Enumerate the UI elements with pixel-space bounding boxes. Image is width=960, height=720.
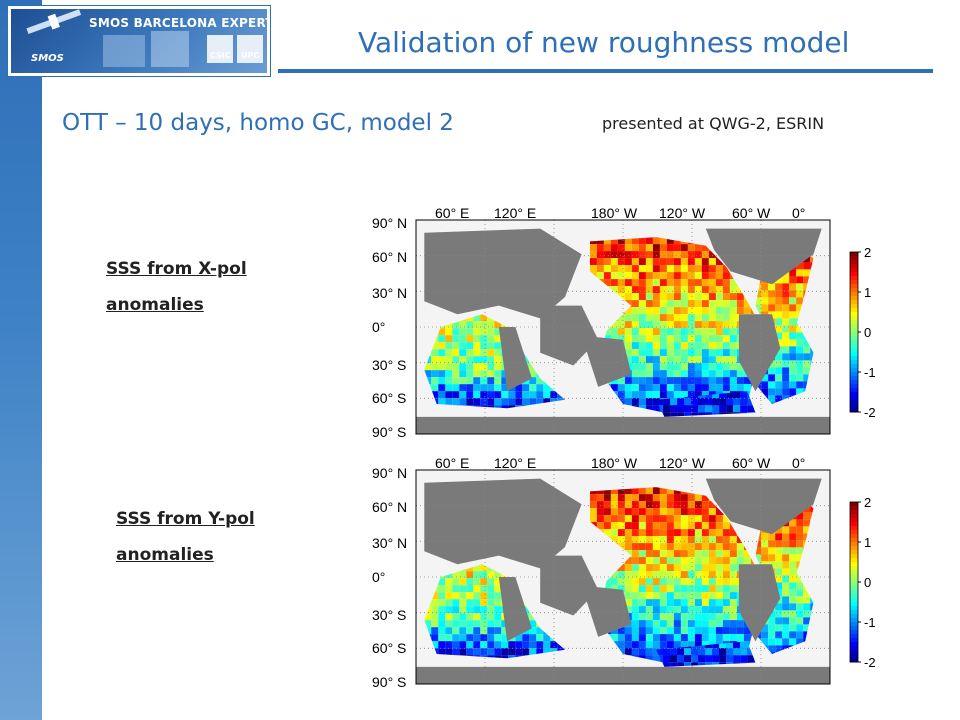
land-mass xyxy=(424,478,582,569)
lat-tick-label: 0° xyxy=(372,319,385,335)
land-mass xyxy=(424,228,582,319)
land-mass xyxy=(738,564,781,642)
lon-tick-label: 60° E xyxy=(435,205,469,221)
land-mass xyxy=(738,314,781,392)
satellite-icon xyxy=(26,9,263,67)
lon-tick-label: 120° W xyxy=(659,455,706,471)
sss-x-pol-anomaly-map: 60° E 120° E 180° W 120° W 60° W 0° 90° N 60° N… xyxy=(372,205,876,440)
colorbar-tick-label: 2 xyxy=(864,495,871,510)
colorbar-tick-label: 1 xyxy=(864,285,871,300)
slide-subtitle: OTT – 10 days, homo GC, model 2 xyxy=(62,110,454,136)
colorbar-tick-label: -2 xyxy=(864,405,876,420)
land-mass xyxy=(581,585,632,637)
colorbar-tick-label: 2 xyxy=(864,245,871,260)
lat-tick-label: 90° N xyxy=(372,465,407,481)
land-mass xyxy=(540,305,599,366)
map-1-label: SSS from X-pol anomalies xyxy=(106,251,247,323)
lon-tick-label: 0° xyxy=(792,205,805,221)
map-2-label: SSS from Y-pol anomalies xyxy=(116,501,255,573)
colorbar-tick-label: 0 xyxy=(864,325,871,340)
land-mass xyxy=(416,416,830,434)
map-1-label-line2: anomalies xyxy=(106,295,204,315)
title-underline xyxy=(278,69,933,73)
land-mass xyxy=(581,335,632,387)
map-frame xyxy=(415,469,831,685)
lat-tick-label: 30° N xyxy=(372,535,407,551)
lat-tick-label: 90° N xyxy=(372,215,407,231)
map-2-label-line2: anomalies xyxy=(116,545,214,565)
colorbar-tick-label: -1 xyxy=(864,615,876,630)
land-mass xyxy=(416,666,830,684)
lat-tick-label: 60° N xyxy=(372,499,407,515)
map-frame xyxy=(415,219,831,435)
lon-tick-label: 180° W xyxy=(591,205,638,221)
logo-title: SMOS BARCELONA EXPERT CENTRE xyxy=(89,16,270,30)
lat-tick-label: 30° S xyxy=(372,357,406,373)
land-mass xyxy=(498,327,532,392)
colorbar-tick-label: -2 xyxy=(864,655,876,670)
left-accent-bar xyxy=(0,0,42,720)
sss-y-pol-anomaly-map: 60° E 120° E 180° W 120° W 60° W 0° 90° N 60° N… xyxy=(372,455,876,690)
lat-tick-label: 60° S xyxy=(372,390,406,406)
lat-tick-label: 90° S xyxy=(372,424,406,440)
land-mass xyxy=(498,577,532,642)
lon-tick-label: 60° E xyxy=(435,455,469,471)
lon-tick-label: 120° E xyxy=(494,205,536,221)
lat-tick-label: 60° N xyxy=(372,249,407,265)
lat-tick-label: 90° S xyxy=(372,674,406,690)
colorbar-tick-label: -1 xyxy=(864,365,876,380)
lon-tick-label: 60° W xyxy=(732,205,771,221)
colorbar-tick-label: 0 xyxy=(864,575,871,590)
lon-tick-label: 120° E xyxy=(494,455,536,471)
map-2-label-line1: SSS from Y-pol xyxy=(116,509,255,529)
page-title: Validation of new roughness model xyxy=(358,26,850,59)
lat-tick-label: 30° N xyxy=(372,285,407,301)
lat-tick-label: 60° S xyxy=(372,640,406,656)
lon-tick-label: 120° W xyxy=(659,205,706,221)
lat-tick-label: 30° S xyxy=(372,607,406,623)
lon-tick-label: 180° W xyxy=(591,455,638,471)
colorbar-tick-label: 1 xyxy=(864,535,871,550)
logo-upc: UPC xyxy=(241,51,260,60)
land-mass xyxy=(540,555,599,616)
lon-tick-label: 60° W xyxy=(732,455,771,471)
presented-note: presented at QWG-2, ESRIN xyxy=(602,114,825,133)
land-mass xyxy=(705,478,822,535)
lon-tick-label: 0° xyxy=(792,455,805,471)
lat-tick-label: 0° xyxy=(372,569,385,585)
map-1-label-line1: SSS from X-pol xyxy=(106,259,247,279)
logo-smos: SMOS xyxy=(31,53,64,64)
logo-csic: CSIC xyxy=(210,51,231,60)
land-mass xyxy=(705,228,822,285)
smos-bec-logo: SMOS BARCELONA EXPERT CENTRE SMOS CSIC U… xyxy=(8,6,270,76)
